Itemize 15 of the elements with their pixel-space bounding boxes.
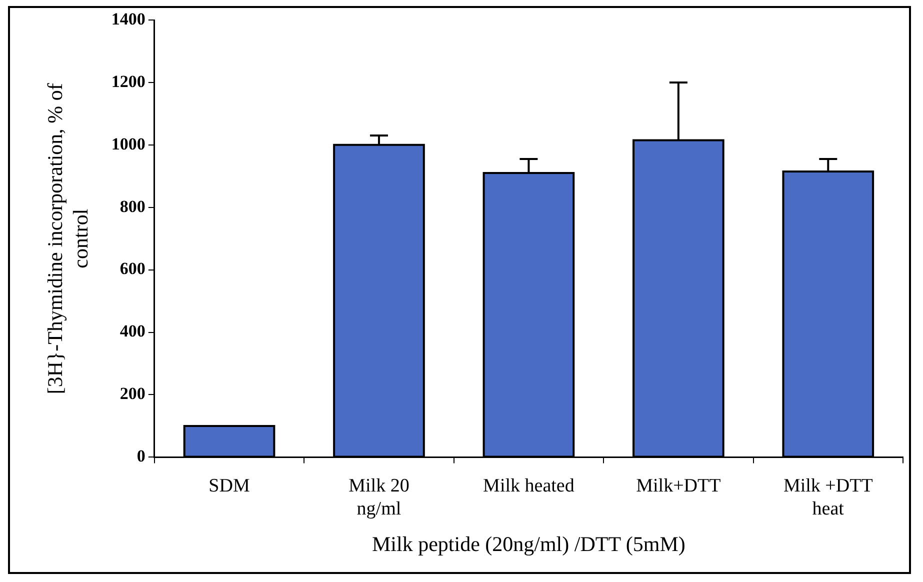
- y-tick-label: 800: [120, 196, 146, 216]
- y-tick-label: 1400: [111, 9, 146, 28]
- y-axis-title: [3H}-Thymidine incorporation, % of control: [43, 83, 92, 394]
- y-tick-label: 1200: [111, 72, 146, 91]
- y-tick-label: 400: [120, 322, 146, 341]
- y-tick-label: 0: [136, 446, 146, 466]
- x-tick-label: Milk 20 ng/ml: [348, 476, 410, 520]
- x-axis-title: Milk peptide (20ng/ml) /DTT (5mM): [372, 532, 686, 556]
- y-tick-label: 200: [120, 384, 146, 404]
- x-tick-label: SDM: [208, 476, 250, 497]
- y-tick-label: 1000: [111, 134, 146, 154]
- x-tick-label: Milk +DTT heat: [783, 476, 874, 520]
- y-tick-label: 600: [120, 259, 146, 278]
- x-tick-label: Milk+DTT: [636, 476, 722, 497]
- x-tick-label: Milk heated: [483, 476, 575, 497]
